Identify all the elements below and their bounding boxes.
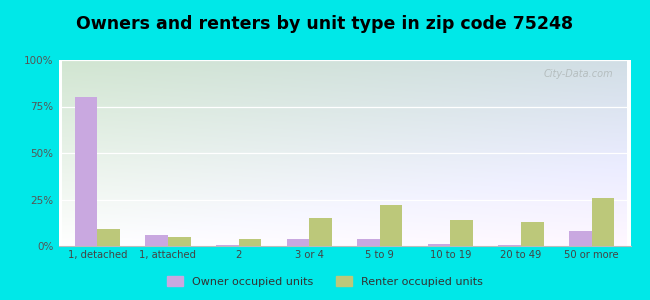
Bar	[592, 198, 614, 246]
Bar	[450, 220, 473, 246]
Bar	[428, 244, 450, 246]
Text: Owners and renters by unit type in zip code 75248: Owners and renters by unit type in zip c…	[77, 15, 573, 33]
Bar	[146, 235, 168, 246]
Bar	[216, 245, 239, 246]
Bar	[75, 97, 98, 246]
Bar	[569, 231, 592, 246]
Bar	[358, 238, 380, 246]
Text: City-Data.com: City-Data.com	[543, 69, 614, 79]
Bar	[309, 218, 332, 246]
Bar	[168, 237, 190, 246]
Bar	[287, 238, 309, 246]
Bar	[521, 222, 543, 246]
Bar	[380, 205, 402, 246]
Bar	[499, 245, 521, 246]
Bar	[98, 229, 120, 246]
Legend: Owner occupied units, Renter occupied units: Owner occupied units, Renter occupied un…	[162, 272, 488, 291]
Bar	[239, 238, 261, 246]
